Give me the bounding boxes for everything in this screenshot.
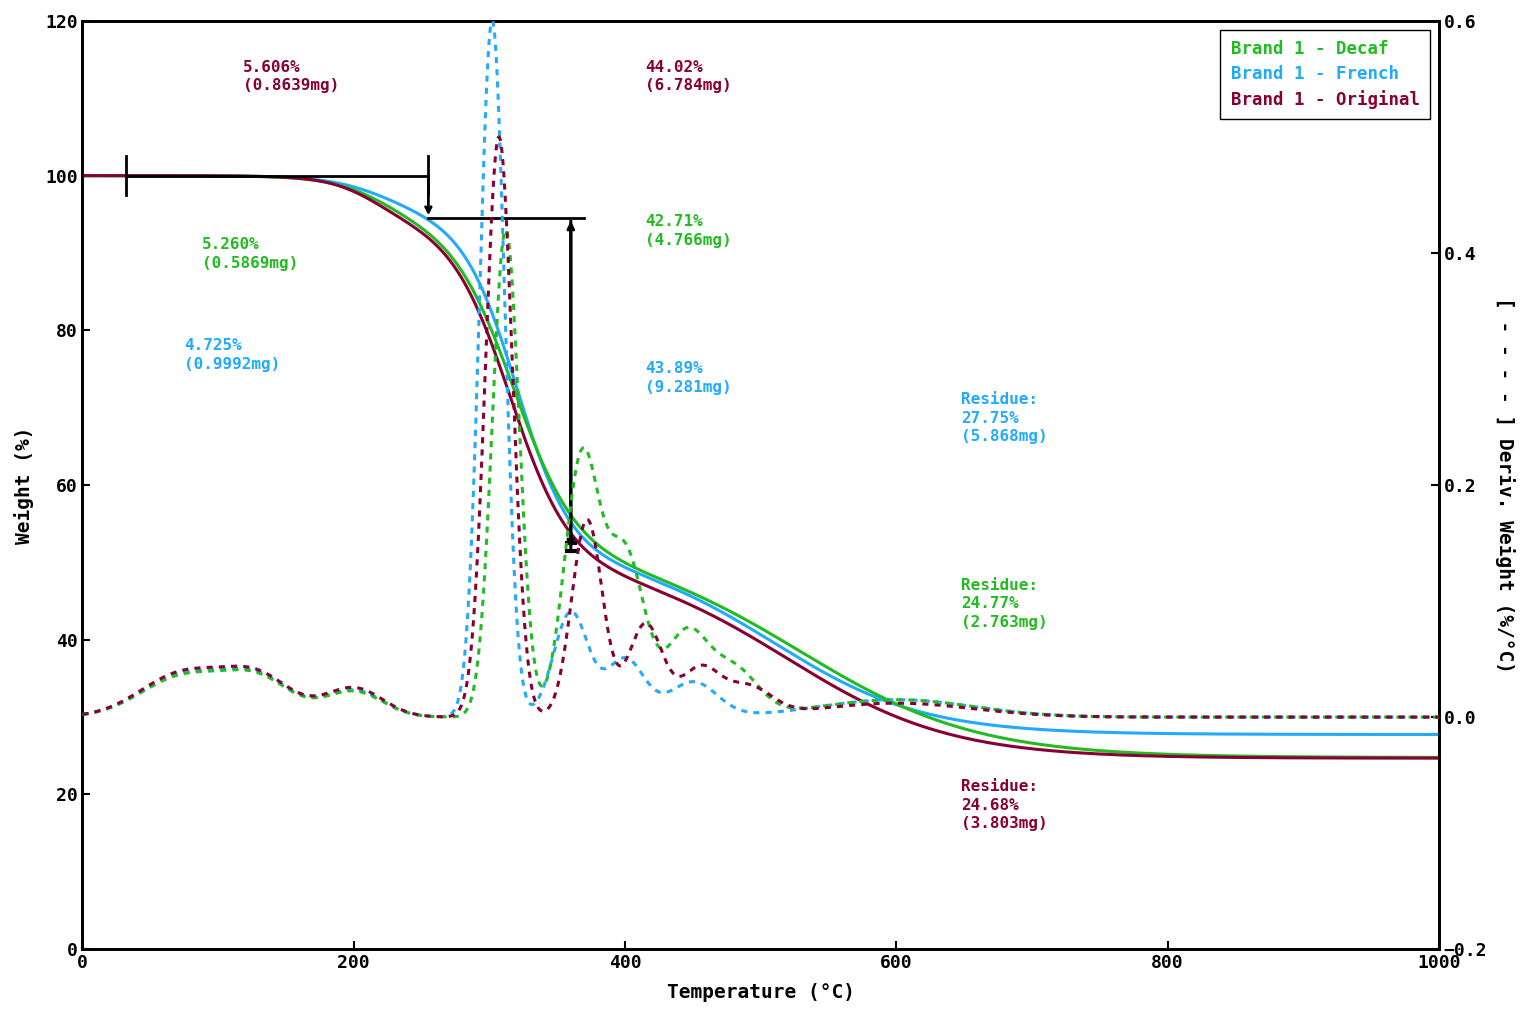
Text: Residue:
24.77%
(2.763mg): Residue: 24.77% (2.763mg) — [962, 578, 1047, 630]
Text: 42.71%
(4.766mg): 42.71% (4.766mg) — [645, 214, 732, 248]
Text: 43.89%
(9.281mg): 43.89% (9.281mg) — [645, 362, 732, 395]
Text: 5.606%
(0.8639mg): 5.606% (0.8639mg) — [243, 60, 339, 93]
Y-axis label: Weight (%): Weight (%) — [14, 427, 34, 544]
Text: Residue:
24.68%
(3.803mg): Residue: 24.68% (3.803mg) — [962, 779, 1047, 831]
X-axis label: Temperature (°C): Temperature (°C) — [667, 983, 855, 1002]
Text: Residue:
27.75%
(5.868mg): Residue: 27.75% (5.868mg) — [962, 392, 1047, 444]
Text: 44.02%
(6.784mg): 44.02% (6.784mg) — [645, 60, 732, 93]
Legend: Brand 1 - Decaf, Brand 1 - French, Brand 1 - Original: Brand 1 - Decaf, Brand 1 - French, Brand… — [1220, 29, 1430, 119]
Text: 4.725%
(0.9992mg): 4.725% (0.9992mg) — [183, 338, 280, 372]
Text: 5.260%
(0.5869mg): 5.260% (0.5869mg) — [202, 238, 298, 271]
Y-axis label: [ - - - - ] Deriv. Weight (%/°C): [ - - - - ] Deriv. Weight (%/°C) — [1495, 297, 1515, 673]
